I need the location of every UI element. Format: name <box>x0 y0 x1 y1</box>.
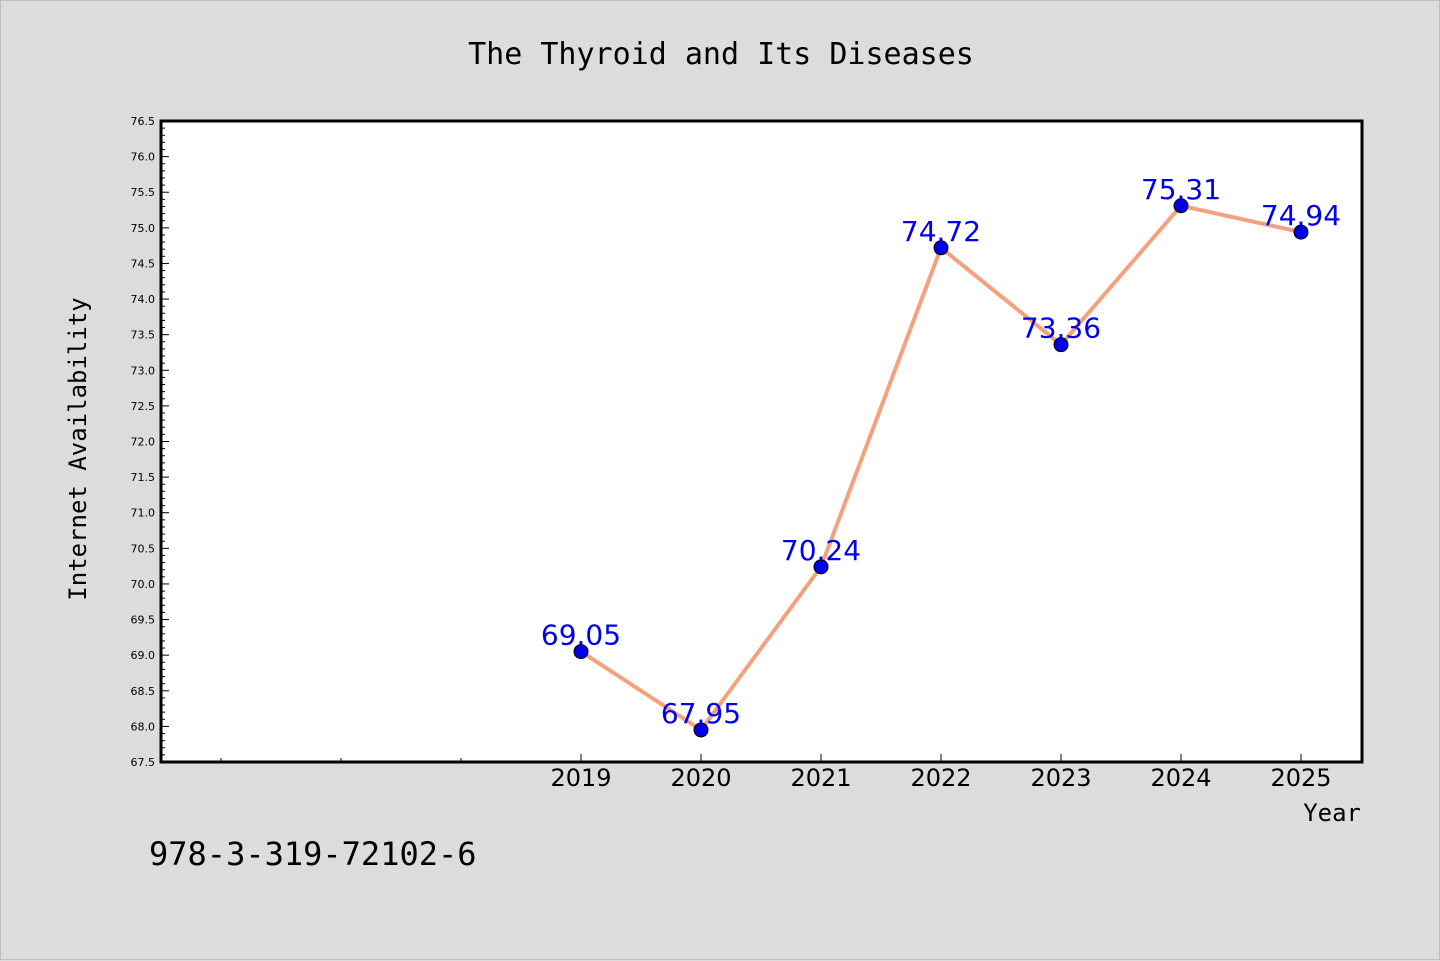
y-tick-label: 72.5 <box>131 400 156 413</box>
y-tick-label: 71.0 <box>131 507 156 520</box>
x-tick-label: 2022 <box>910 764 971 792</box>
x-axis-label: Year <box>1303 799 1361 827</box>
x-tick-label: 2021 <box>790 764 851 792</box>
y-tick-label: 76.0 <box>131 151 156 164</box>
y-tick-label: 68.5 <box>131 685 156 698</box>
x-tick-label: 2020 <box>670 764 731 792</box>
x-tick-label: 2024 <box>1150 764 1211 792</box>
x-axis: 2019 2020 2021 2022 2023 2024 2025 <box>220 754 1332 792</box>
data-label: 75.31 <box>1141 173 1221 206</box>
y-tick-label: 72.0 <box>131 436 156 449</box>
chart-title: The Thyroid and Its Diseases <box>468 37 974 72</box>
y-tick-label: 73.0 <box>131 364 156 377</box>
y-tick-label: 70.0 <box>131 578 156 591</box>
footer-isbn: 978-3-319-72102-6 <box>149 835 477 873</box>
y-axis: 67.5 68.0 68.5 69.0 69.5 70.0 70.5 71.0 71.5 72.0… <box>131 115 169 769</box>
data-point <box>1173 198 1189 214</box>
data-label: 69.05 <box>541 619 621 652</box>
data-point <box>693 722 709 738</box>
data-label: 73.36 <box>1021 312 1101 345</box>
series: 69.05 67.95 70.24 74.72 73.36 75.31 74.94 <box>541 173 1341 738</box>
y-axis-label: Internet Availability <box>64 297 92 600</box>
data-point <box>933 240 949 256</box>
y-tick-label: 73.5 <box>131 329 156 342</box>
y-tick-label: 71.5 <box>131 471 156 484</box>
y-tick-label: 75.5 <box>131 186 156 199</box>
x-tick-label: 2019 <box>550 764 611 792</box>
y-tick-label: 76.5 <box>131 115 156 128</box>
data-label: 74.94 <box>1261 199 1341 232</box>
data-label: 70.24 <box>781 534 861 567</box>
y-tick-label: 67.5 <box>131 756 156 769</box>
data-point <box>813 559 829 575</box>
y-tick-label: 74.5 <box>131 257 156 270</box>
y-tick-label: 68.0 <box>131 720 156 733</box>
data-point <box>1053 337 1069 353</box>
x-tick-label: 2023 <box>1030 764 1091 792</box>
y-tick-label: 70.5 <box>131 542 156 555</box>
y-tick-label: 69.0 <box>131 649 156 662</box>
y-tick-label: 74.0 <box>131 293 156 306</box>
data-label: 67.95 <box>661 697 741 730</box>
plot-area <box>159 119 1364 764</box>
data-point <box>573 644 589 660</box>
data-label: 74.72 <box>901 215 981 248</box>
y-tick-label: 75.0 <box>131 222 156 235</box>
y-tick-label: 69.5 <box>131 614 156 627</box>
x-tick-label: 2025 <box>1270 764 1331 792</box>
data-point <box>1293 224 1309 240</box>
